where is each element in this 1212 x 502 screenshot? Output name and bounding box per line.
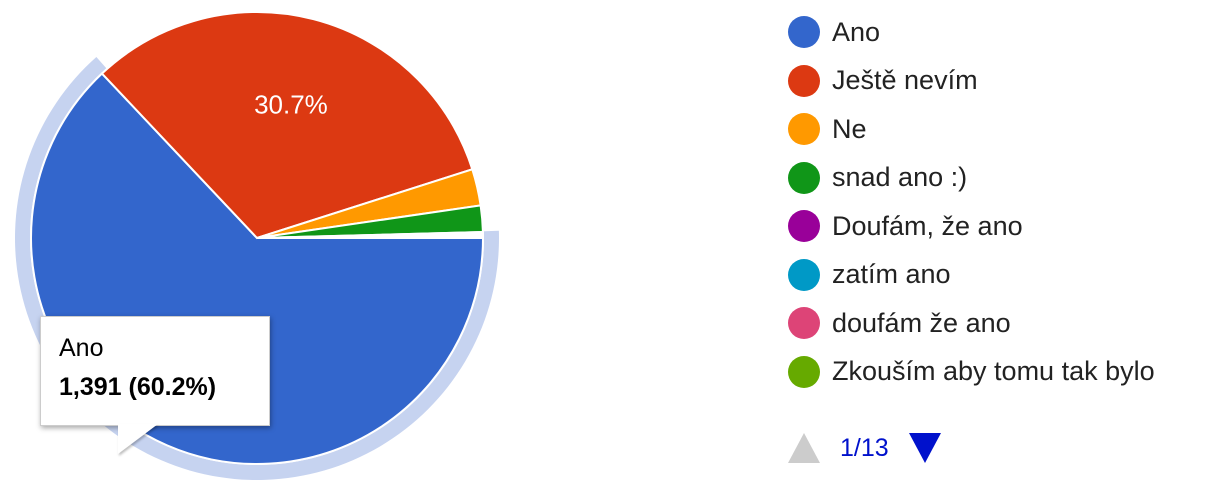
pie-slice-2[interactable] <box>100 11 474 240</box>
legend-label: Zkouším aby tomu tak bylo <box>832 356 1155 387</box>
legend-item[interactable]: snad ano :) <box>788 154 1155 203</box>
legend-color-swatch <box>788 16 820 49</box>
legend-item[interactable]: Doufám, že ano <box>788 202 1155 251</box>
pie-slice-8[interactable] <box>256 235 485 239</box>
legend-color-swatch <box>788 161 820 194</box>
legend-item[interactable]: Ano <box>788 8 1155 57</box>
legend-label: doufám že ano <box>832 307 1011 338</box>
legend-color-swatch <box>788 64 820 97</box>
legend-color-swatch <box>788 210 820 243</box>
next-page-arrow-icon[interactable] <box>908 433 941 463</box>
highlight-ring <box>14 56 500 481</box>
legend-item[interactable]: Zkouším aby tomu tak bylo <box>788 348 1155 397</box>
slice-tooltip: Ano 1,391 (60.2%) <box>40 316 270 426</box>
legend-item[interactable]: Ne <box>788 105 1155 154</box>
legend-color-swatch <box>788 307 820 340</box>
tooltip-value: 1,391 (60.2%) <box>59 373 217 401</box>
legend-label: zatím ano <box>832 259 951 290</box>
pie-chart: 30.7% <box>14 11 500 481</box>
legend-label: Ještě nevím <box>832 65 978 96</box>
legend-label: snad ano :) <box>832 162 968 193</box>
legend-color-swatch <box>788 355 820 388</box>
page-indicator: 1/13 <box>840 433 889 462</box>
tooltip-label: Ano <box>59 334 104 362</box>
tooltip-pointer <box>118 424 158 454</box>
legend-item[interactable]: Ještě nevím <box>788 57 1155 106</box>
legend-item[interactable]: doufám že ano <box>788 299 1155 348</box>
legend-label: Ano <box>832 16 881 47</box>
legend-label: Ne <box>832 113 867 144</box>
legend-pager: 1/13 <box>788 428 941 468</box>
legend-color-swatch <box>788 113 820 146</box>
legend: Ano Ještě nevím Ne snad ano :) Doufám, že an… <box>788 8 1155 396</box>
legend-color-swatch <box>788 258 820 291</box>
slice-percentage-label: 30.7% <box>254 90 328 120</box>
previous-page-arrow-icon[interactable] <box>788 433 820 463</box>
legend-item[interactable]: zatím ano <box>788 251 1155 300</box>
legend-label: Doufám, že ano <box>832 210 1023 241</box>
